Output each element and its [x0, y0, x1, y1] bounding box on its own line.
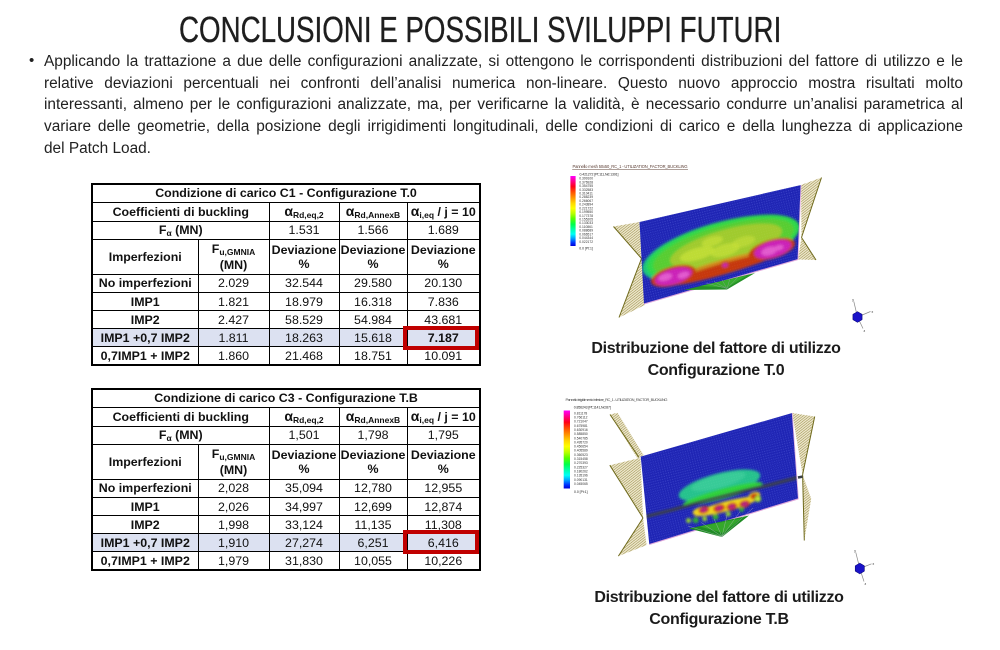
svg-text:z: z [864, 329, 866, 333]
svg-text:0.405589: 0.405589 [574, 449, 588, 453]
svg-text:x: x [873, 562, 875, 566]
svg-text:0.399100: 0.399100 [579, 177, 593, 181]
svg-text:x: x [872, 310, 874, 314]
svg-text:0.376928: 0.376928 [579, 180, 593, 184]
svg-text:0.495720: 0.495720 [574, 440, 588, 444]
svg-text:0.225327: 0.225327 [574, 465, 588, 469]
svg-text:0.354755: 0.354755 [579, 184, 593, 188]
svg-text:0.199550: 0.199550 [579, 210, 593, 214]
svg-text:0.155205: 0.155205 [579, 218, 593, 222]
svg-text:Pannello irrigidimento inferio: Pannello irrigidimento inferiore_RC_1 - … [566, 397, 668, 402]
svg-text:0.288239: 0.288239 [579, 195, 593, 199]
svg-text:0.421272 [Pt:111,Nd:1391]: 0.421272 [Pt:111,Nd:1391] [580, 173, 619, 177]
svg-text:0.133033: 0.133033 [579, 221, 593, 225]
svg-text:0.585850: 0.585850 [574, 432, 588, 436]
svg-text:0.315458: 0.315458 [574, 457, 588, 461]
svg-text:0.856243 [Pt:1141,Nd:87]: 0.856243 [Pt:1141,Nd:87] [574, 405, 611, 409]
svg-text:0.270393: 0.270393 [574, 461, 588, 465]
svg-text:0.310411: 0.310411 [579, 192, 593, 196]
svg-text:0.180262: 0.180262 [574, 470, 588, 474]
svg-text:0.811178: 0.811178 [574, 411, 587, 415]
svg-text:0.135196: 0.135196 [574, 474, 588, 478]
svg-text:0.088689: 0.088689 [579, 229, 593, 233]
svg-text:0.540785: 0.540785 [574, 436, 588, 440]
svg-text:0.332583: 0.332583 [579, 188, 593, 192]
svg-text:0.450654: 0.450654 [574, 445, 588, 449]
svg-text:y: y [852, 298, 854, 302]
svg-text:0.022172: 0.022172 [579, 240, 593, 244]
svg-text:y: y [854, 549, 856, 553]
svg-text:0.360523: 0.360523 [574, 453, 588, 457]
svg-text:0.044344: 0.044344 [579, 236, 593, 240]
svg-text:Pannello mesh 50x50_RC_1 - UTI: Pannello mesh 50x50_RC_1 - UTILIZATION_F… [573, 164, 688, 169]
svg-text:0.090131: 0.090131 [574, 478, 588, 482]
svg-text:0.110861: 0.110861 [579, 225, 593, 229]
svg-text:0.177378: 0.177378 [579, 214, 593, 218]
svg-text:0.0 [Pt:1]: 0.0 [Pt:1] [574, 490, 588, 494]
svg-text:0.066517: 0.066517 [579, 232, 593, 236]
svg-text:0.045065: 0.045065 [574, 482, 588, 486]
svg-text:0.221722: 0.221722 [579, 206, 593, 210]
svg-text:0.243894: 0.243894 [579, 203, 593, 207]
svg-text:0.266067: 0.266067 [579, 199, 593, 203]
svg-text:0.675981: 0.675981 [574, 424, 588, 428]
svg-text:z: z [865, 582, 867, 586]
svg-text:0.0 [Pt:1]: 0.0 [Pt:1] [579, 247, 593, 251]
svg-text:0.766112: 0.766112 [574, 416, 588, 420]
svg-text:0.721047: 0.721047 [574, 420, 588, 424]
svg-text:0.630916: 0.630916 [574, 428, 588, 432]
